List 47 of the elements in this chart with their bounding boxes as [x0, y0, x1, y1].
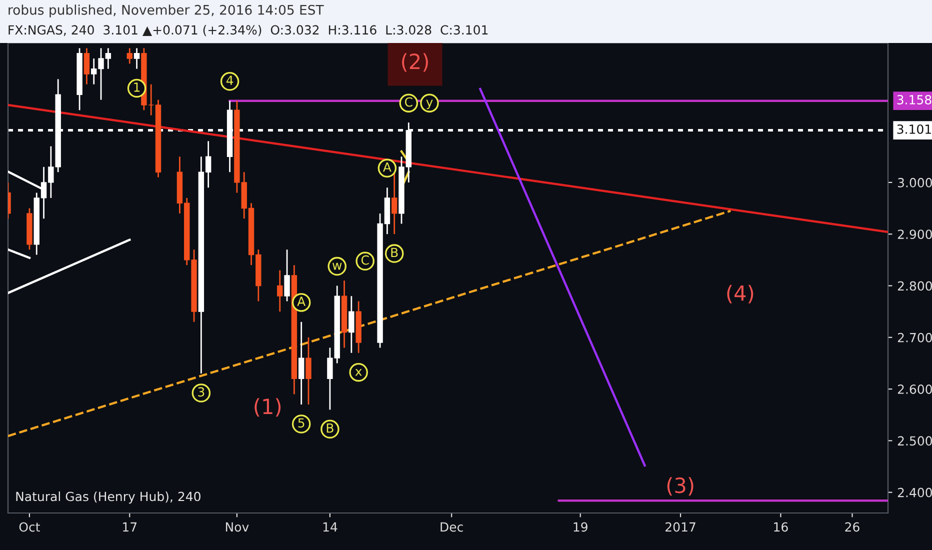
annotation: (3): [667, 477, 694, 496]
y-tick-label: 2.600: [898, 384, 932, 394]
x-tick-label: Nov: [226, 522, 249, 532]
candlestick: [84, 47, 90, 86]
x-tick-label: 16: [774, 522, 788, 532]
candlestick: [391, 171, 398, 235]
candlestick: [306, 336, 312, 406]
x-tick-label: 19: [574, 522, 588, 532]
ref-line-label: 3.101: [897, 124, 931, 134]
x-tick-label: Oct: [19, 522, 40, 532]
candlestick: [298, 321, 304, 406]
text: Natural Gas (Henry Hub), 240: [16, 492, 200, 504]
annotation: A: [383, 162, 392, 172]
annotation: 5: [298, 418, 304, 428]
annotation: (4): [727, 284, 754, 304]
y-tick-label: 2.400: [898, 488, 932, 498]
x-tick-label: Dec: [440, 522, 463, 532]
annotation: x: [355, 368, 362, 376]
candlestick: [284, 248, 290, 302]
annotation: 3.158: [897, 95, 932, 104]
y-tick-label: 2.800: [898, 281, 932, 291]
text: robus published, November 25, 2016 14:05 EST: [8, 4, 324, 18]
annotation: 4: [226, 76, 234, 85]
y-tick-label: 3.000: [898, 178, 932, 188]
y-tick-label: 2.500: [898, 436, 932, 446]
chart-subtitle: FX:NGAS, 240 3.101 ▲+0.071 (+2.34%) O:3.032 H:3.116 L:3.028 C:3.101: [8, 24, 488, 36]
candlestick: [134, 47, 140, 70]
annotation: B: [391, 248, 398, 257]
annotation: (2): [402, 53, 428, 72]
annotation: C: [361, 255, 369, 265]
candlestick: [277, 270, 283, 312]
annotation: y: [426, 100, 433, 110]
x-tick-label: 17: [123, 522, 137, 532]
annotation: A: [297, 296, 306, 306]
annotation: 1: [134, 82, 140, 92]
y-tick-label: 2.700: [898, 332, 932, 342]
annotation: (1): [254, 398, 281, 417]
x-tick-label: 14: [323, 522, 338, 532]
x-tick-label: 26: [845, 522, 860, 532]
annotation: 3: [198, 387, 204, 397]
annotation: C: [404, 97, 412, 107]
y-tick-label: 2.900: [898, 230, 932, 240]
annotation: w: [332, 262, 342, 270]
candlestick: [126, 47, 132, 64]
x-tick-label: 2017: [666, 522, 696, 532]
annotation: B: [326, 423, 334, 433]
candlestick: [348, 295, 354, 354]
